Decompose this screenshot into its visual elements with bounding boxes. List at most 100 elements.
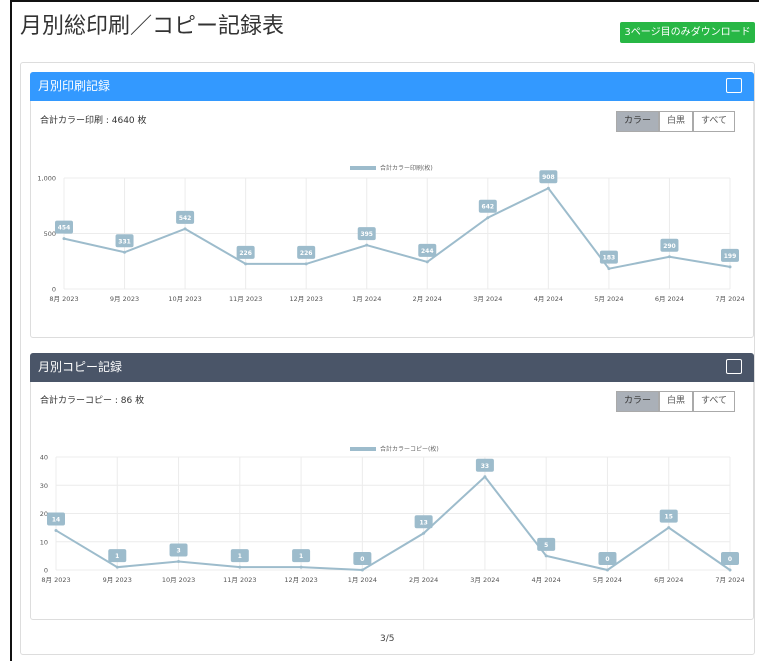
point <box>123 250 127 254</box>
data-label: 226 <box>239 250 252 257</box>
x-tick-label: 2月 2024 <box>413 295 442 303</box>
x-tick-label: 10月 2023 <box>168 295 201 303</box>
data-label-bg <box>236 245 255 259</box>
legend-swatch <box>350 166 376 170</box>
x-tick-label: 11月 2023 <box>229 295 262 303</box>
data-label: 395 <box>360 231 373 238</box>
filter-button[interactable]: すべて <box>693 391 736 412</box>
x-tick-label: 1月 2024 <box>352 295 381 303</box>
point <box>238 565 242 569</box>
point <box>605 568 609 572</box>
filter-button[interactable]: 白黒 <box>659 391 694 412</box>
data-label-bg <box>721 552 739 565</box>
point <box>607 267 611 271</box>
data-label-bg <box>537 537 556 551</box>
legend-label: 合計カラー印刷(枚) <box>380 164 433 172</box>
x-tick-label: 9月 2023 <box>103 576 132 584</box>
x-tick-label: 9月 2023 <box>110 295 139 303</box>
y-tick-label: 20 <box>40 510 48 518</box>
line <box>63 186 731 270</box>
data-label-bg <box>418 243 437 257</box>
data-label: 1 <box>299 553 303 560</box>
data-label-bg <box>115 234 134 248</box>
chart: 0 500 1,000 8月 2023 9月 2023 10月 2023 11月 2023 1… <box>37 164 744 303</box>
data-label-bg <box>598 552 617 565</box>
x-tick-label: 11月 2023 <box>223 576 256 584</box>
filter-button[interactable]: カラー <box>616 111 660 132</box>
data-label-bg <box>230 549 249 563</box>
panel-title: 月別印刷記録 <box>38 79 111 93</box>
point <box>728 568 732 572</box>
point <box>544 554 548 558</box>
x-tick-label: 12月 2023 <box>289 295 322 303</box>
x-tick-label: 2月 2024 <box>409 576 438 584</box>
data-label-bg <box>353 552 372 565</box>
point <box>183 227 187 231</box>
summary: 合計カラーコピー : 86 枚 <box>40 396 145 406</box>
data-label-bg <box>292 549 311 563</box>
point <box>667 255 671 259</box>
x-tick-label: 3月 2024 <box>470 576 499 584</box>
point <box>304 262 308 266</box>
data-label: 13 <box>419 519 427 526</box>
data-label: 1 <box>115 553 119 560</box>
filter-button[interactable]: カラー <box>616 391 660 412</box>
data-label-bg <box>357 227 376 241</box>
x-tick-label: 3月 2024 <box>473 295 502 303</box>
legend-swatch <box>350 447 376 451</box>
data-label: 226 <box>300 250 313 257</box>
x-tick-label: 5月 2024 <box>593 576 622 584</box>
y-tick-label: 40 <box>40 454 48 462</box>
data-label: 290 <box>663 243 676 250</box>
data-label: 0 <box>728 556 732 563</box>
toggle-button[interactable] <box>726 78 742 93</box>
data-label: 3 <box>176 548 180 555</box>
data-label: 0 <box>360 556 364 563</box>
data-label: 5 <box>544 542 548 549</box>
x-tick-label: 12月 2023 <box>284 576 317 584</box>
data-label-bg <box>478 199 497 213</box>
data-label: 542 <box>179 215 192 222</box>
filter-group: カラー 白黒 すべて <box>616 391 736 412</box>
data-label-bg <box>169 543 188 557</box>
filter-button[interactable]: 白黒 <box>659 111 694 132</box>
data-label-bg <box>659 509 678 523</box>
x-tick-label: 10月 2023 <box>162 576 195 584</box>
y-tick-label: 0 <box>44 567 48 575</box>
panel-header: 月別コピー記録 <box>30 353 754 382</box>
point <box>425 260 429 264</box>
point <box>360 568 364 572</box>
data-label: 14 <box>52 516 60 523</box>
x-tick-label: 7月 2024 <box>715 576 744 584</box>
point <box>422 531 426 535</box>
data-label-bg <box>297 245 316 259</box>
x-tick-label: 5月 2024 <box>594 295 623 303</box>
x-tick-label: 8月 2023 <box>41 576 70 584</box>
panel-title: 月別コピー記録 <box>38 360 123 374</box>
point <box>115 565 119 569</box>
data-label: 199 <box>724 253 737 260</box>
data-label: 0 <box>605 556 609 563</box>
filter-button[interactable]: すべて <box>693 111 736 132</box>
download-button[interactable]: 3ページ目のみダウンロード <box>620 22 755 43</box>
legend-label: 合計カラーコピー(枚) <box>380 445 439 453</box>
toggle-button[interactable] <box>726 359 742 374</box>
data-label-bg <box>108 549 127 563</box>
point <box>177 560 181 564</box>
point <box>486 216 490 220</box>
data-label-bg <box>176 210 195 224</box>
panel-header: 月別印刷記録 <box>30 72 754 101</box>
data-label-bg <box>414 515 433 529</box>
data-label: 642 <box>482 204 495 211</box>
frame <box>10 0 759 661</box>
y-tick-label: 0 <box>52 286 56 294</box>
point <box>365 243 369 247</box>
point <box>483 475 487 479</box>
data-label-bg <box>539 170 558 184</box>
data-label-bg <box>55 220 73 234</box>
data-label: 183 <box>603 255 616 262</box>
point <box>728 265 732 269</box>
point <box>62 237 66 241</box>
data-label: 15 <box>665 514 673 521</box>
